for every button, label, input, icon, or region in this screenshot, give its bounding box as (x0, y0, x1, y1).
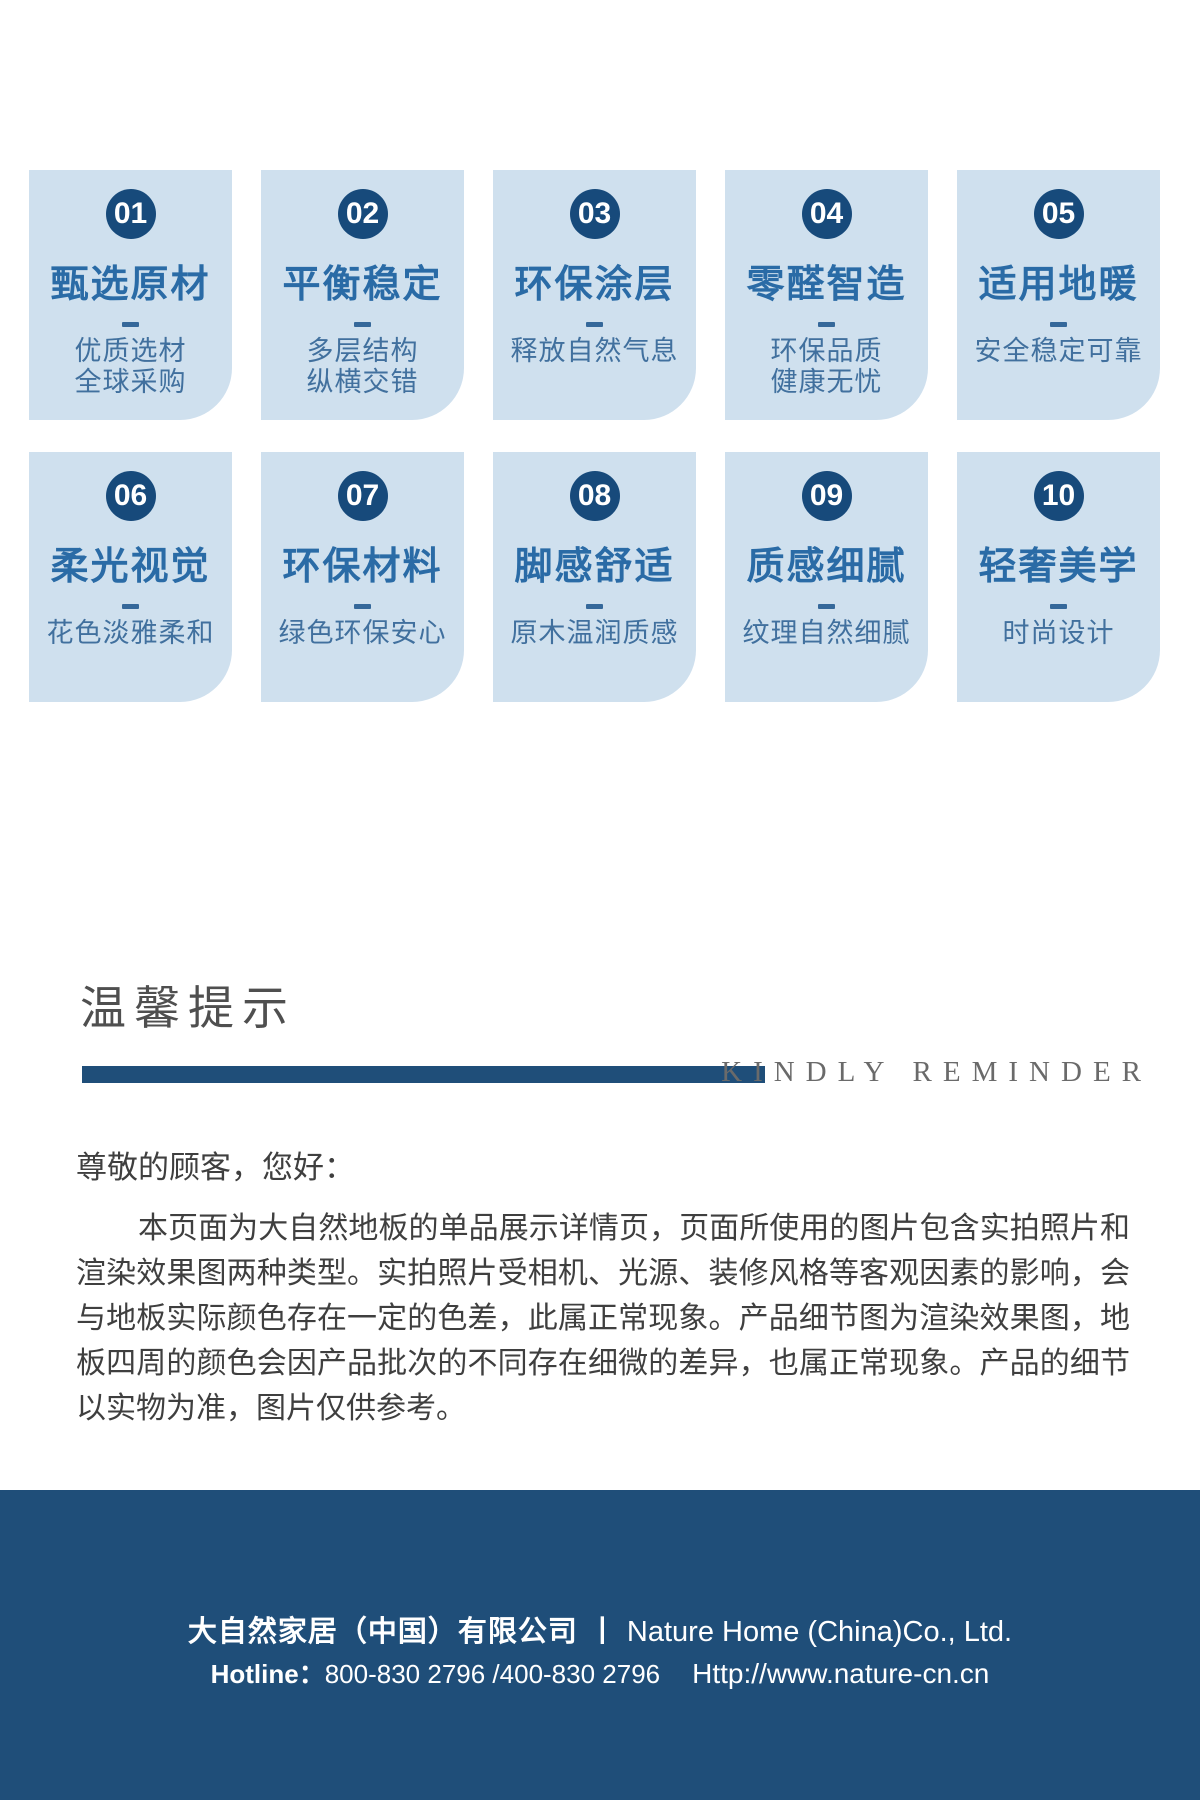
reminder-title-en: KINDLY REMINDER (721, 1056, 1152, 1088)
card-title: 柔光视觉 (50, 546, 211, 588)
feature-card-02: 02 平衡稳定 多层结构 纵横交错 (261, 170, 464, 420)
card-number-badge: 02 (337, 189, 388, 239)
card-number-badge: 10 (1033, 471, 1084, 521)
card-divider (122, 322, 139, 327)
company-name-line: 大自然家居（中国）有限公司丨 Nature Home (China)Co., Lt… (0, 1608, 1200, 1650)
card-subtitle-line: 时尚设计 (1002, 618, 1115, 648)
card-divider (1050, 604, 1067, 609)
card-divider (354, 322, 371, 327)
card-subtitle-line: 纹理自然细腻 (742, 618, 911, 648)
feature-card-09: 09 质感细腻 纹理自然细腻 (725, 452, 928, 702)
card-title: 轻奢美学 (978, 546, 1139, 588)
card-number-badge: 06 (105, 471, 156, 521)
card-title: 平衡稳定 (282, 264, 443, 306)
card-subtitle: 优质选材 全球采购 (75, 336, 187, 398)
card-subtitle-line: 健康无忧 (770, 367, 883, 397)
card-subtitle-line: 原木温润质感 (510, 618, 679, 648)
feature-cards: 01 甄选原材 优质选材 全球采购 02 平衡稳定 多层结构 纵横交错 03 环… (29, 170, 1160, 702)
feature-card-01: 01 甄选原材 优质选材 全球采购 (29, 170, 232, 420)
feature-card-08: 08 脚感舒适 原木温润质感 (493, 452, 696, 702)
card-number-badge: 09 (801, 471, 852, 521)
feature-card-05: 05 适用地暖 安全稳定可靠 (957, 170, 1160, 420)
card-subtitle-line: 环保品质 (770, 336, 883, 366)
feature-card-06: 06 柔光视觉 花色淡雅柔和 (29, 452, 232, 702)
feature-card-07: 07 环保材料 绿色环保安心 (261, 452, 464, 702)
card-subtitle: 环保品质 健康无忧 (771, 336, 883, 398)
card-subtitle-line: 释放自然气息 (510, 336, 679, 366)
company-name-en: Nature Home (China)Co., Ltd. (626, 1616, 1013, 1648)
card-title: 零醛智造 (746, 264, 907, 306)
card-divider (818, 322, 835, 327)
card-subtitle: 花色淡雅柔和 (47, 618, 215, 649)
card-subtitle: 原木温润质感 (511, 618, 679, 649)
card-divider (354, 604, 371, 609)
company-name-cn: 大自然家居（中国）有限公司 (187, 1616, 578, 1648)
disclaimer-paragraph: 本页面为大自然地板的单品展示详情页，页面所使用的图片包含实拍照片和渲染效果图两种… (76, 1212, 1130, 1425)
reminder-divider-bar (82, 1066, 765, 1083)
card-subtitle: 释放自然气息 (511, 336, 679, 367)
hotline-numbers: 800-830 2796 /400-830 2796 (324, 1659, 661, 1689)
card-divider (818, 604, 835, 609)
card-title: 环保材料 (282, 546, 443, 588)
card-title: 脚感舒适 (514, 546, 675, 588)
page-footer: 大自然家居（中国）有限公司丨 Nature Home (China)Co., Lt… (0, 1490, 1200, 1800)
card-subtitle-line: 全球采购 (74, 367, 187, 397)
card-subtitle-line: 安全稳定可靠 (974, 336, 1143, 366)
card-subtitle: 纹理自然细腻 (743, 618, 911, 649)
card-number-badge: 03 (569, 189, 620, 239)
greeting-text: 尊敬的顾客，您好： (76, 1150, 355, 1185)
feature-card-04: 04 零醛智造 环保品质 健康无忧 (725, 170, 928, 420)
card-title: 甄选原材 (50, 264, 211, 306)
card-title: 质感细腻 (746, 546, 907, 588)
card-subtitle: 多层结构 纵横交错 (307, 336, 419, 398)
hotline-label: Hotline： (210, 1659, 325, 1689)
card-divider (1050, 322, 1067, 327)
card-subtitle-line: 优质选材 (74, 336, 187, 366)
reminder-title-cn: 温馨提示 (80, 982, 296, 1034)
card-subtitle-line: 纵横交错 (306, 367, 419, 397)
card-subtitle-line: 绿色环保安心 (278, 618, 447, 648)
card-number-badge: 08 (569, 471, 620, 521)
card-subtitle-line: 花色淡雅柔和 (46, 618, 215, 648)
card-divider (122, 604, 139, 609)
card-number-badge: 05 (1033, 189, 1084, 239)
card-title: 适用地暖 (978, 264, 1139, 306)
card-divider (586, 322, 603, 327)
card-divider (586, 604, 603, 609)
card-subtitle: 时尚设计 (1003, 618, 1115, 649)
website-url: Http://www.nature-cn.cn (692, 1658, 990, 1689)
card-subtitle: 绿色环保安心 (279, 618, 447, 649)
card-number-badge: 01 (105, 189, 156, 239)
feature-card-10: 10 轻奢美学 时尚设计 (957, 452, 1160, 702)
contact-line: Hotline：800-830 2796 /400-830 2796 Http:/… (0, 1654, 1200, 1691)
card-number-badge: 07 (337, 471, 388, 521)
card-number-badge: 04 (801, 189, 852, 239)
card-subtitle: 安全稳定可靠 (975, 336, 1143, 367)
feature-card-03: 03 环保涂层 释放自然气息 (493, 170, 696, 420)
card-subtitle-line: 多层结构 (306, 336, 419, 366)
card-title: 环保涂层 (514, 264, 675, 306)
separator-bar: 丨 (587, 1616, 617, 1648)
